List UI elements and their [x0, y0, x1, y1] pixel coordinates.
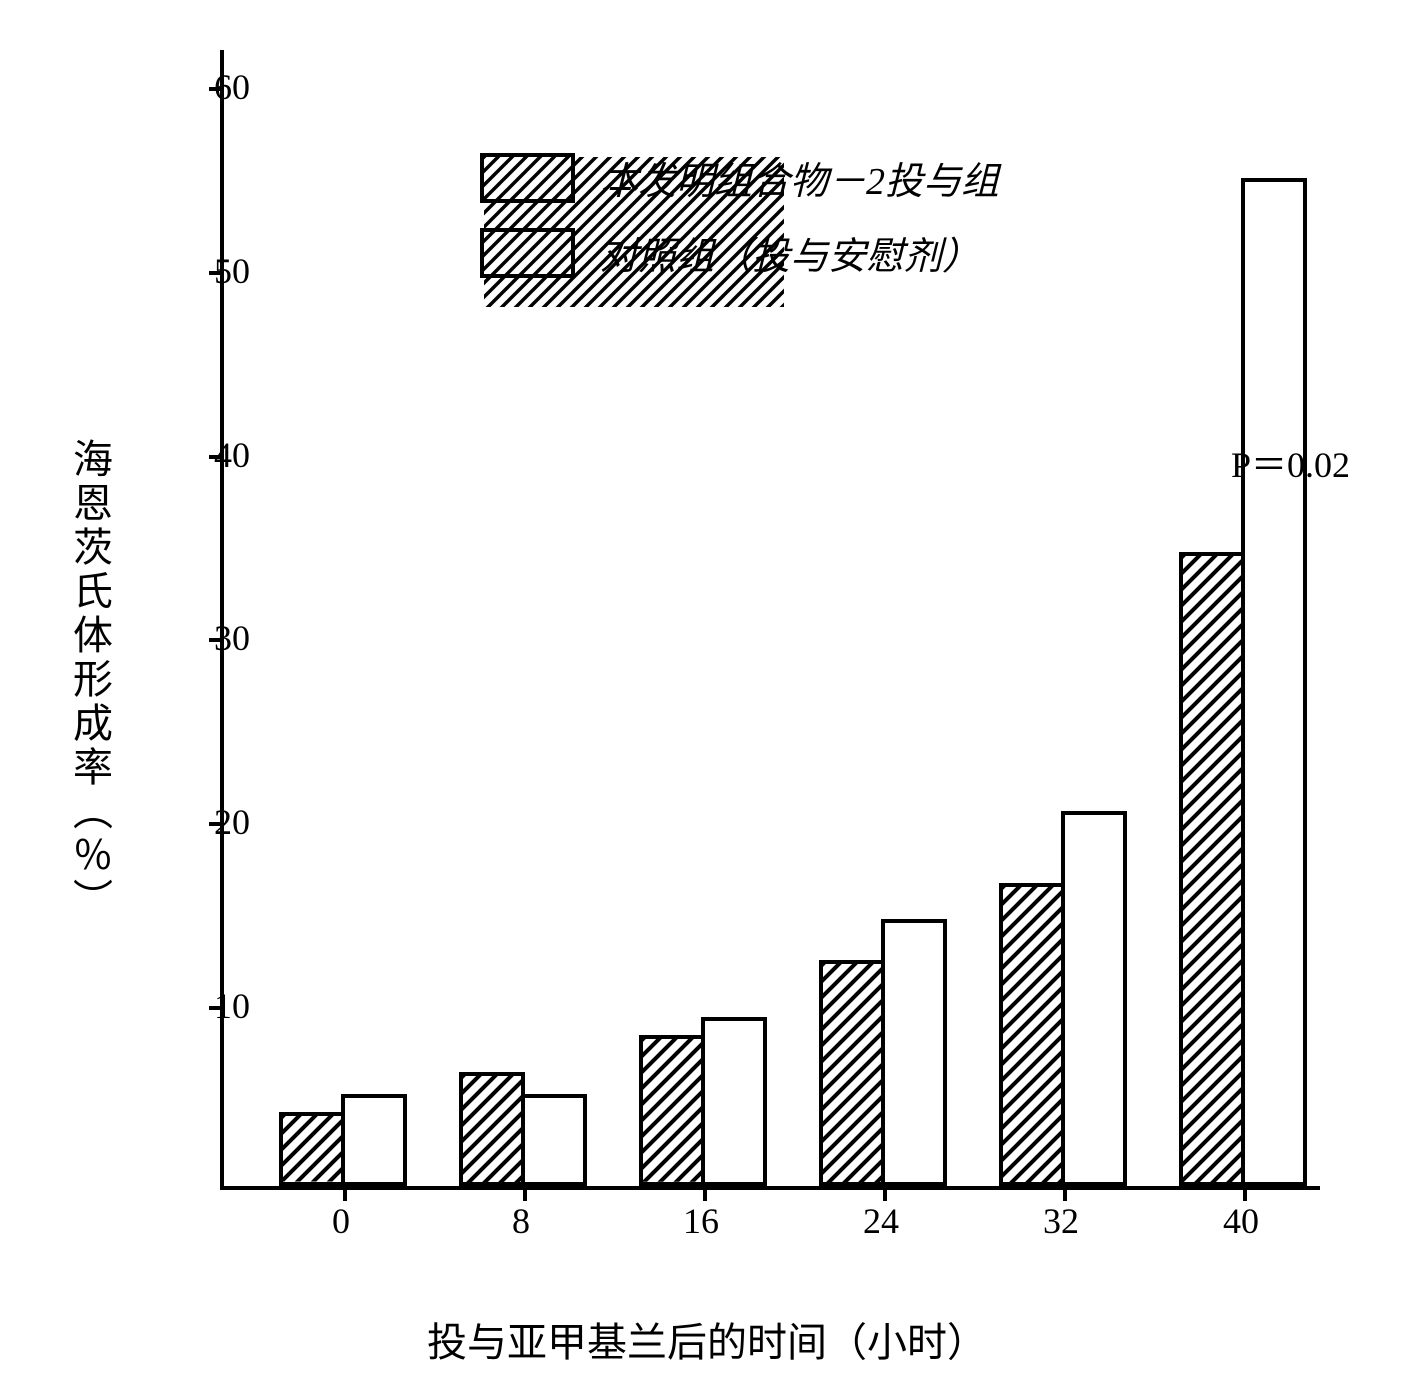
x-tick: [1063, 1186, 1067, 1201]
bar-control: [881, 919, 947, 1186]
x-axis-title: 投与亚甲基兰后的时间（小时）: [427, 1310, 987, 1368]
legend-item-treatment: 本发明组合物－2投与组: [480, 150, 999, 205]
bar-treatment: [1179, 552, 1245, 1186]
y-tick-label: 50: [190, 250, 250, 292]
bar-treatment: [279, 1112, 345, 1186]
bar-chart: 本发明组合物－2投与组 对照组（投与安慰剂） 10 20 30 40 50 60 0 8 16 2…: [180, 30, 1360, 1270]
bar-treatment: [819, 960, 885, 1186]
p-value-annotation: P＝0.02: [1231, 436, 1350, 488]
legend: 本发明组合物－2投与组 对照组（投与安慰剂）: [480, 150, 999, 300]
x-tick: [1243, 1186, 1247, 1201]
y-tick-label: 60: [190, 66, 250, 108]
bar-treatment: [639, 1035, 705, 1186]
x-tick: [343, 1186, 347, 1201]
legend-swatch-plain: [480, 228, 575, 278]
x-tick: [883, 1186, 887, 1201]
bar-control: [1061, 811, 1127, 1186]
bar-control: [341, 1094, 407, 1186]
x-tick-label: 24: [863, 1200, 899, 1242]
x-tick: [523, 1186, 527, 1201]
bar-control: [521, 1094, 587, 1186]
bar-control: [1241, 178, 1307, 1186]
y-tick-label: 30: [190, 617, 250, 659]
y-tick-label: 40: [190, 434, 250, 476]
bar-treatment: [459, 1072, 525, 1186]
y-axis-title: 海恩茨氏体形成率（％）: [60, 438, 118, 922]
x-tick-label: 0: [332, 1200, 350, 1242]
x-tick-label: 32: [1043, 1200, 1079, 1242]
y-tick-label: 10: [190, 985, 250, 1027]
legend-swatch-hatched: [480, 153, 575, 203]
bar-control: [701, 1017, 767, 1186]
x-tick: [703, 1186, 707, 1201]
x-tick-label: 8: [512, 1200, 530, 1242]
x-tick-label: 16: [683, 1200, 719, 1242]
x-tick-label: 40: [1223, 1200, 1259, 1242]
y-tick-label: 20: [190, 801, 250, 843]
bar-treatment: [999, 883, 1065, 1186]
